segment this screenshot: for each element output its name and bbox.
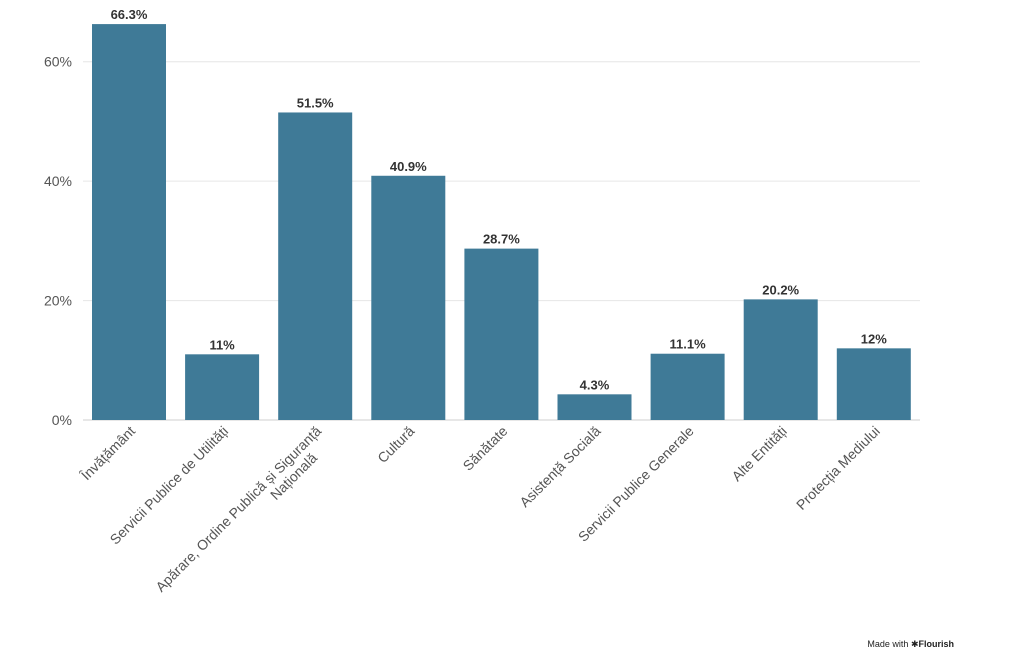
y-tick-label: 40% (44, 173, 72, 189)
bar-value-label: 11% (209, 337, 235, 352)
bar-value-label: 40.9% (390, 159, 427, 174)
bar[interactable] (464, 248, 539, 420)
credit-prefix: Made with (867, 639, 909, 649)
bar[interactable] (371, 175, 446, 420)
bar-value-label: 28.7% (483, 232, 520, 247)
flourish-star-icon: ✱ (910, 639, 919, 649)
bar[interactable] (743, 299, 818, 420)
category-label: Sănătate (460, 423, 511, 474)
credit-brand: Flourish (918, 639, 955, 649)
bar[interactable] (185, 354, 260, 420)
flourish-credit[interactable]: Made with ✱Flourish (867, 639, 954, 650)
bar[interactable] (557, 394, 632, 420)
y-tick-label: 20% (44, 293, 72, 309)
y-tick-label: 0% (52, 412, 72, 428)
bar-value-label: 11.1% (670, 337, 707, 352)
bar-layer (92, 24, 911, 420)
bar-value-label: 12% (861, 331, 887, 346)
category-label: Alte Entități (728, 423, 789, 484)
bar-value-label: 66.3% (111, 7, 148, 22)
bar[interactable] (92, 24, 166, 420)
bar[interactable] (836, 348, 911, 420)
category-label: Protecția Mediului (793, 423, 883, 513)
category-label: Cultură (374, 423, 417, 466)
bar-value-label: 20.2% (762, 282, 799, 297)
bar[interactable] (650, 353, 725, 420)
y-tick-label: 60% (44, 54, 72, 70)
category-label: Învățământ (77, 423, 138, 484)
bar-value-label: 51.5% (297, 95, 334, 110)
category-label: Apărare, Ordine Publică și SiguranțăNați… (152, 423, 335, 606)
category-label: Asistență Socială (516, 423, 603, 510)
bar[interactable] (278, 112, 353, 420)
value-label-layer: 66.3% 11% 51.5% 40.9% 28.7% 4.3% 11.1% 20.2% 12% (111, 7, 888, 392)
bar-value-label: 4.3% (580, 377, 610, 392)
